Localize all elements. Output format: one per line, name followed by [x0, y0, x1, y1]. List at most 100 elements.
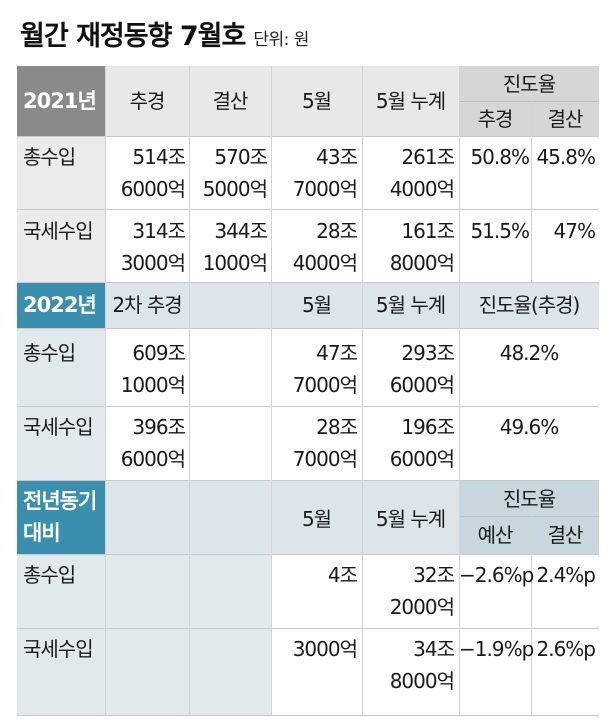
- header-2022-cols-bg: [105, 282, 599, 328]
- header-yoy-cols-bg: [105, 480, 459, 554]
- col-header: 5월: [301, 293, 332, 317]
- table-cell: −1.9%p: [459, 637, 534, 661]
- table-cell: 6000억: [389, 373, 455, 397]
- table-cell: 4000억: [292, 251, 358, 275]
- grid-line: [459, 66, 460, 716]
- grid-line: [17, 715, 599, 716]
- table-cell: 161조: [401, 219, 455, 243]
- table-cell: 6000억: [120, 447, 186, 471]
- grid-line: [17, 282, 599, 283]
- table-cell: 2.4%p: [536, 563, 596, 587]
- row-label: 총수입: [23, 145, 76, 169]
- unit-label: 단위: 원: [253, 30, 309, 50]
- table-cell: 28조: [316, 415, 358, 439]
- table-cell: 293조: [401, 341, 455, 365]
- table-cell: 50.8%: [470, 145, 530, 169]
- col-subheader: 결산: [547, 523, 584, 547]
- table-cell: 6000억: [389, 447, 455, 471]
- table-cell: 570조: [214, 145, 268, 169]
- header-2021-cols-bg: [105, 66, 459, 136]
- table-cell: 8000억: [389, 669, 455, 693]
- grid-line: [105, 66, 106, 716]
- col-header-progress: 진도율: [502, 72, 556, 96]
- grid-line: [362, 66, 363, 716]
- table-cell: 49.6%: [499, 415, 560, 439]
- col-subheader: 추경: [477, 107, 514, 131]
- col-header: 5월: [301, 89, 332, 113]
- row-label: 국세수입: [23, 415, 94, 439]
- col-header: 5월 누계: [375, 507, 446, 531]
- table-cell: 344조: [214, 219, 268, 243]
- table-cell: 609조: [132, 341, 186, 365]
- col-header-progress: 진도율: [502, 487, 556, 511]
- col-header: 5월: [301, 507, 332, 531]
- section-label-2022: 2022년: [23, 293, 97, 317]
- header-yoy-bg: [17, 480, 105, 554]
- table-cell: 7000억: [292, 447, 358, 471]
- col-header: 5월 누계: [375, 293, 446, 317]
- table-cell: 6000억: [120, 177, 186, 201]
- table-cell: 4000억: [389, 177, 455, 201]
- header-2021-bg: [17, 66, 105, 136]
- page-title: 월간 재정동향 7월호: [20, 21, 246, 52]
- col-subheader: 결산: [547, 107, 584, 131]
- table-cell: 2000억: [389, 595, 455, 619]
- row-label: 국세수입: [23, 637, 94, 661]
- table-cell: 314조: [132, 219, 186, 243]
- col-header: 결산: [212, 89, 249, 113]
- col-header: 5월 누계: [375, 89, 446, 113]
- table-cell: 396조: [132, 415, 186, 439]
- table-cell: 28조: [316, 219, 358, 243]
- table-cell: 34조: [413, 637, 455, 661]
- grid-line: [459, 516, 599, 517]
- row-label: 총수입: [23, 341, 76, 365]
- grid-line: [17, 628, 599, 629]
- row-label: 총수입: [23, 563, 76, 587]
- grid-line: [17, 328, 599, 329]
- col-header: 추경: [129, 89, 166, 113]
- table-cell: 2.6%p: [536, 637, 596, 661]
- table-cell: 1000억: [202, 251, 268, 275]
- table-cell: 3000억: [120, 251, 186, 275]
- header: 월간 재정동향 7월호 단위: 원: [20, 14, 309, 54]
- grid-line: [17, 136, 599, 137]
- table-cell: 514조: [132, 145, 186, 169]
- table-cell: 1000억: [120, 373, 186, 397]
- rows-yoy-label-bg: [17, 554, 271, 716]
- table-cell: 45.8%: [536, 145, 596, 169]
- table-cell: 5000억: [202, 177, 268, 201]
- table-cell: 7000억: [292, 373, 358, 397]
- table-cell: 51.5%: [470, 219, 530, 243]
- table-cell: 47%: [553, 219, 596, 243]
- grid-line: [17, 480, 599, 481]
- header-yoy-progress-bg: [459, 480, 599, 554]
- grid-line: [189, 66, 190, 716]
- table-cell: 196조: [401, 415, 455, 439]
- grid-line: [271, 66, 272, 716]
- grid-line: [459, 101, 599, 102]
- table-cell: 4조: [327, 563, 358, 587]
- table-cell: 3000억: [292, 637, 358, 661]
- fiscal-table: 2021년 추경 결산 5월 5월 누계 진도율 추경 결산 총수입 514조 …: [17, 66, 599, 716]
- table-cell: −2.6%p: [459, 563, 534, 587]
- grid-line: [17, 209, 599, 210]
- row-label: 국세수입: [23, 219, 94, 243]
- grid-line: [531, 101, 532, 282]
- grid-line: [531, 516, 532, 716]
- table-cell: 261조: [401, 145, 455, 169]
- table-cell: 48.2%: [499, 341, 560, 365]
- col-subheader: 예산: [477, 523, 514, 547]
- table-cell: 47조: [316, 341, 358, 365]
- col-header: 2차 추경: [112, 293, 182, 317]
- header-2022-bg: [17, 282, 105, 328]
- table-cell: 32조: [413, 563, 455, 587]
- section-label-2021: 2021년: [23, 89, 97, 113]
- table-cell: 7000억: [292, 177, 358, 201]
- table-cell: 43조: [316, 145, 358, 169]
- section-label-yoy: 대비: [23, 521, 61, 545]
- grid-line: [17, 554, 599, 555]
- grid-line: [17, 406, 599, 407]
- table-cell: 8000억: [389, 251, 455, 275]
- col-header-progress: 진도율(추경): [478, 293, 581, 317]
- section-label-yoy: 전년동기: [23, 489, 97, 513]
